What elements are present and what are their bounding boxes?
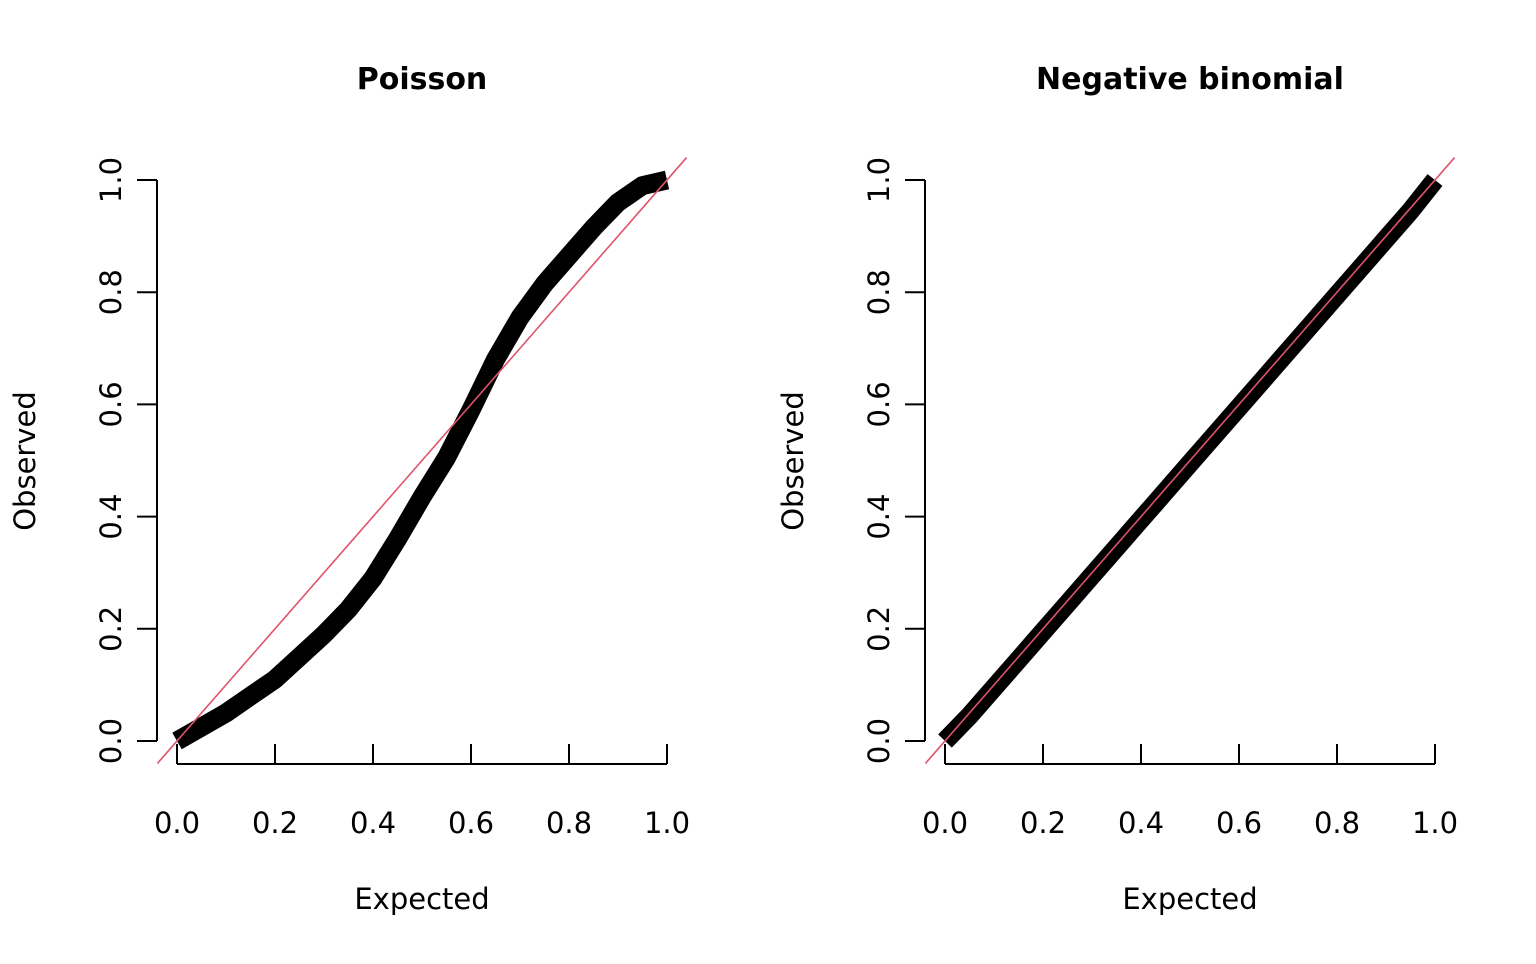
x-tick-label: 0.8	[1314, 806, 1360, 840]
x-tick-label: 1.0	[644, 806, 690, 840]
data-series-line	[938, 174, 1443, 748]
y-tick-label: 0.2	[862, 606, 896, 652]
x-tick-label: 0.2	[252, 806, 298, 840]
y-tick-label: 0.4	[862, 494, 896, 540]
chart-title: Poisson	[357, 62, 488, 97]
y-tick-label: 0.6	[862, 381, 896, 427]
panel-negative-binomial: Negative binomial Expected Observed 0.0 0…	[776, 62, 1458, 916]
reference-line	[156, 157, 688, 764]
y-tick-label: 0.6	[94, 381, 128, 427]
x-axis-label: Expected	[354, 882, 489, 916]
y-tick-label: 0.0	[94, 718, 128, 764]
x-tick-label: 1.0	[1412, 806, 1458, 840]
chart-title: Negative binomial	[1036, 62, 1344, 97]
x-tick-label: 0.6	[448, 806, 494, 840]
x-tick-label: 0.0	[154, 806, 200, 840]
panel-poisson: Poisson Expected Observed 0.0 0.2 0.4 0.6 0.…	[8, 62, 690, 916]
y-tick-label: 0.8	[862, 269, 896, 315]
y-tick-label: 0.0	[862, 718, 896, 764]
x-tick-label: 0.8	[546, 806, 592, 840]
x-axis-label: Expected	[1122, 882, 1257, 916]
y-tick-label: 0.2	[94, 606, 128, 652]
x-tick-label: 0.2	[1020, 806, 1066, 840]
y-tick-label: 0.4	[94, 494, 128, 540]
x-tick-label: 0.4	[350, 806, 396, 840]
y-axis-label: Observed	[776, 391, 810, 531]
reference-line	[924, 157, 1456, 764]
y-tick-label: 1.0	[862, 157, 896, 203]
y-tick-label: 1.0	[94, 157, 128, 203]
data-series-line	[172, 170, 670, 750]
x-tick-label: 0.0	[922, 806, 968, 840]
y-tick-label: 0.8	[94, 269, 128, 315]
x-tick-label: 0.6	[1216, 806, 1262, 840]
x-tick-label: 0.4	[1118, 806, 1164, 840]
y-axis-label: Observed	[8, 391, 42, 531]
